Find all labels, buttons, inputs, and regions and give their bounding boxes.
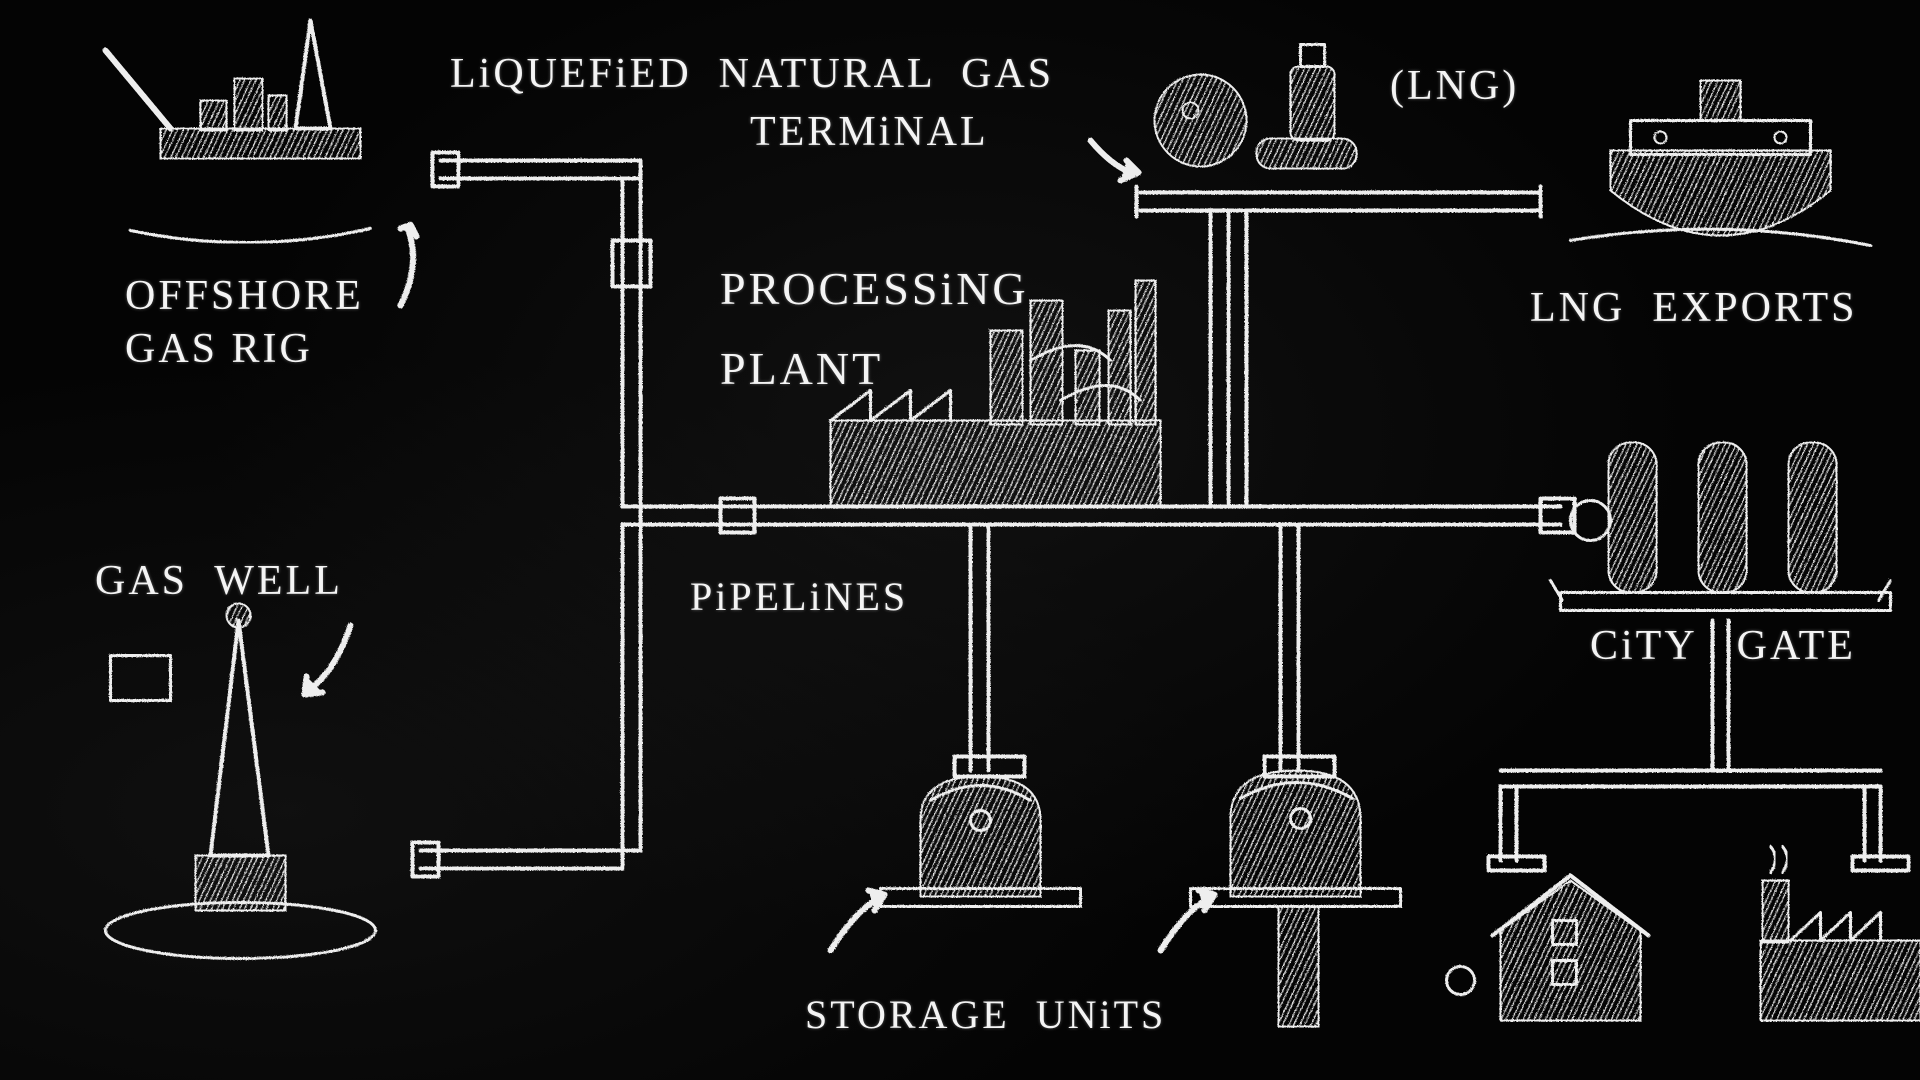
- city-gate-icon: [1550, 442, 1890, 610]
- diagram-canvas: [0, 0, 1920, 1080]
- label-pipelines: PiPELiNES: [690, 572, 908, 622]
- lng-terminal-icon: [1154, 44, 1356, 168]
- label-processing-b: PLANT: [720, 340, 883, 398]
- label-lng-terminal-a: LiQUEFiED NATURAL GAS: [450, 48, 1054, 101]
- pipelines: [412, 152, 1908, 876]
- label-offshore-rig: OFFSHORE GAS RIG: [125, 270, 364, 375]
- label-processing-a: PROCESSiNG: [720, 260, 1029, 318]
- label-city-gate: CiTY GATE: [1590, 620, 1856, 673]
- storage-unit-2-icon: [1190, 770, 1400, 1026]
- label-lng-exports: LNG EXPORTS: [1530, 282, 1858, 335]
- factory-icon: [1750, 846, 1920, 1022]
- label-lng-terminal-b: TERMiNAL: [750, 106, 989, 159]
- label-gas-well: GAS WELL: [95, 555, 343, 608]
- house-icon: [1440, 875, 1660, 1022]
- storage-unit-1-icon: [880, 776, 1080, 930]
- lng-ship-icon: [1570, 80, 1870, 245]
- label-storage-units: STORAGE UNiTS: [805, 990, 1166, 1040]
- label-lng-abbrev: (LNG): [1390, 60, 1519, 113]
- offshore-rig-icon: [105, 20, 370, 242]
